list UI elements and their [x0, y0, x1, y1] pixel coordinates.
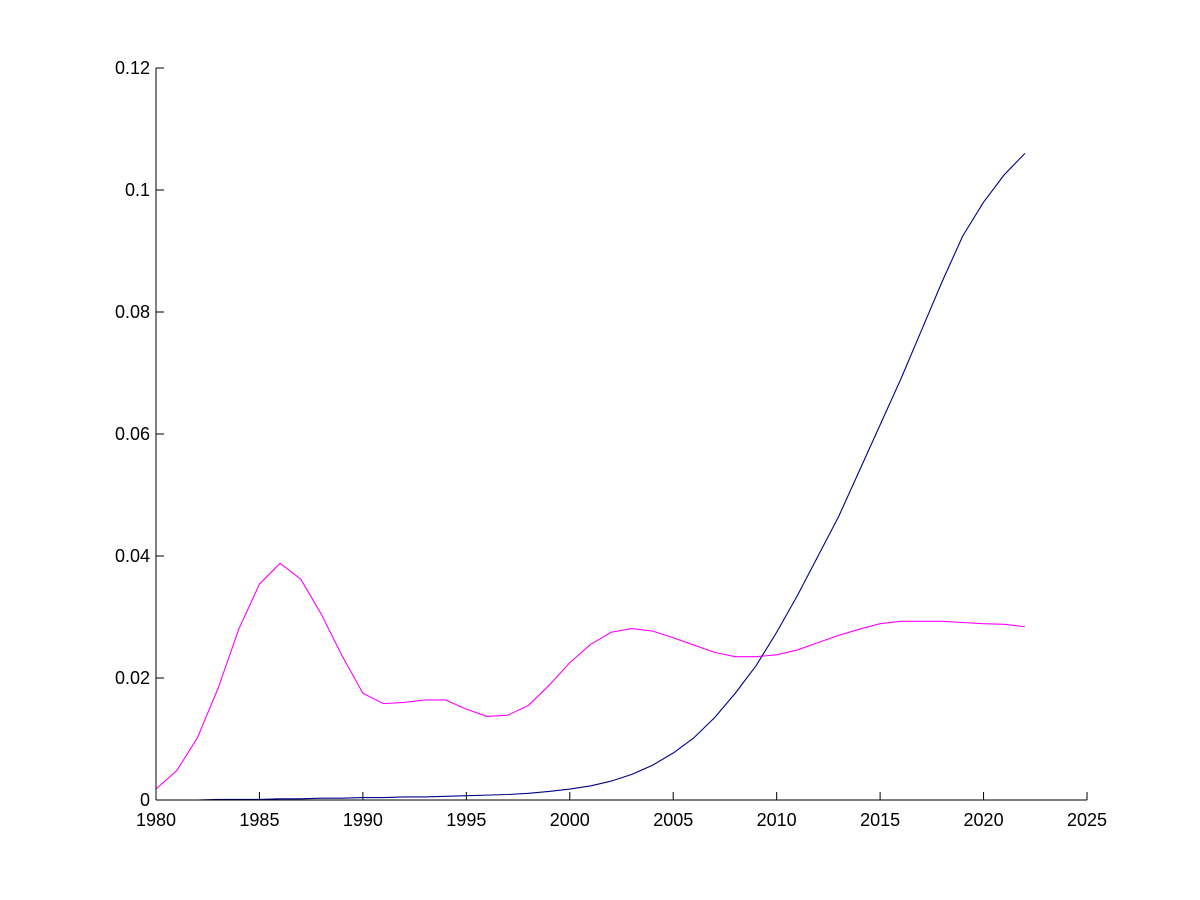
y-tick-label: 0.1 [125, 180, 150, 200]
series-line-2 [156, 153, 1026, 801]
x-tick-label: 1980 [136, 810, 176, 830]
y-tick-label: 0.08 [115, 302, 150, 322]
y-tick-label: 0.02 [115, 668, 150, 688]
x-tick-label: 1995 [446, 810, 486, 830]
y-tick-label: 0 [140, 790, 150, 810]
y-tick-label: 0.06 [115, 424, 150, 444]
x-tick-label: 1985 [239, 810, 279, 830]
x-tick-label: 2020 [964, 810, 1004, 830]
axes-layer: 1980 1985 1990 1995 2000 2005 2010 2015 2020 2025… [115, 58, 1107, 830]
y-tick-label: 0.12 [115, 58, 150, 78]
series-layer [155, 153, 1026, 801]
x-tick-label: 2005 [653, 810, 693, 830]
x-tick-label: 2000 [550, 810, 590, 830]
x-tick-label: 2015 [860, 810, 900, 830]
series-line-1 [155, 562, 1025, 790]
x-tick-label: 2010 [757, 810, 797, 830]
x-tick-label: 2025 [1067, 810, 1107, 830]
y-tick-label: 0.04 [115, 546, 150, 566]
x-tick-label: 1990 [343, 810, 383, 830]
